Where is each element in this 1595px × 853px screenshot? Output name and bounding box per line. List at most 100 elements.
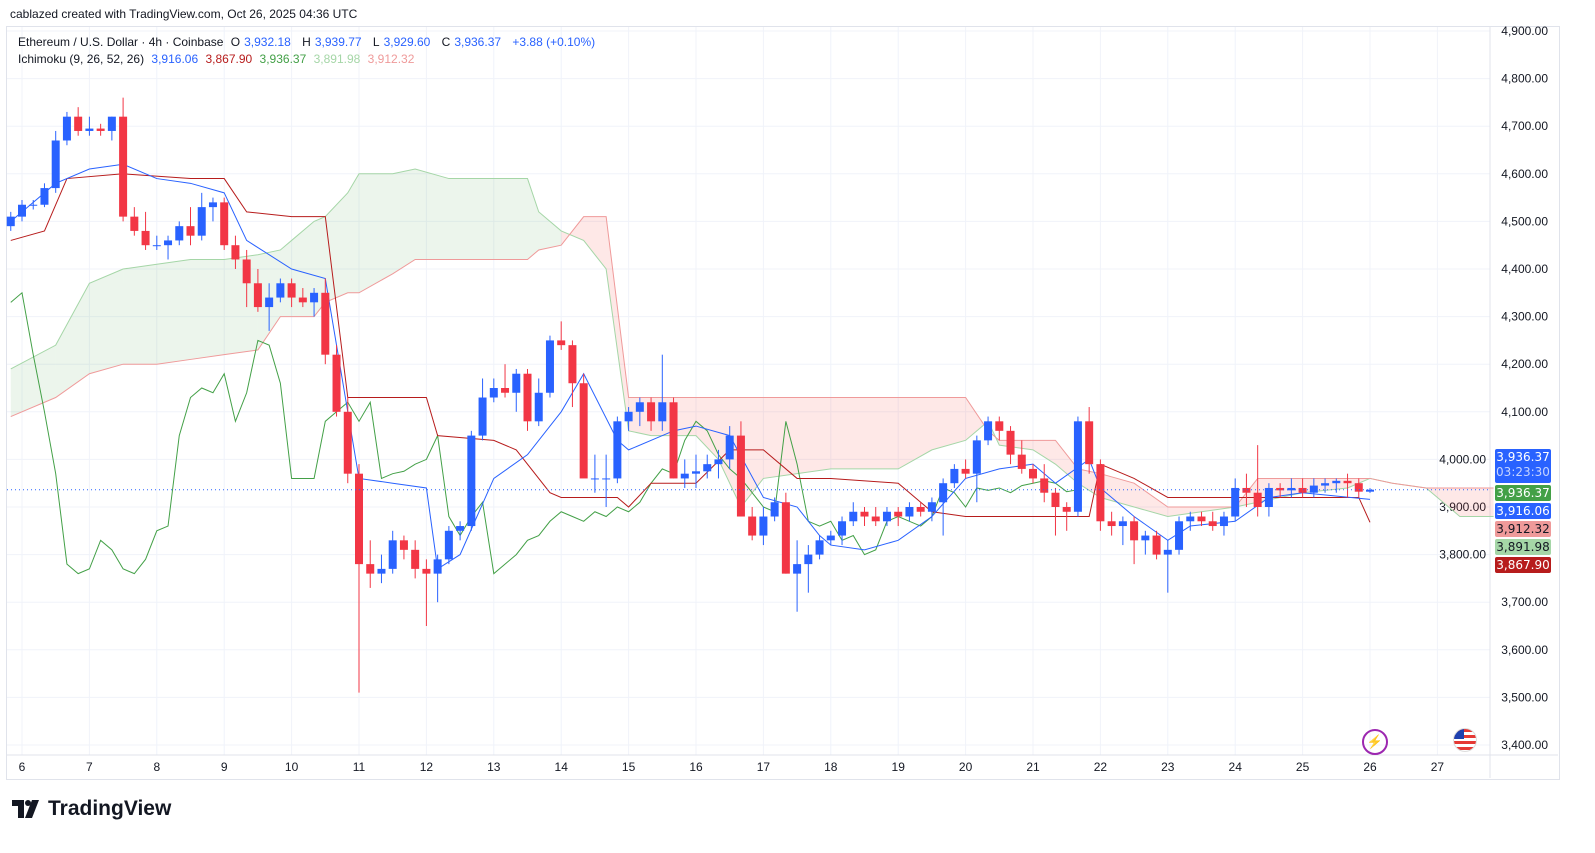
candle [860, 507, 869, 527]
candle-body [6, 216, 15, 227]
cloud-segment [325, 192, 348, 303]
candle [119, 97, 128, 222]
us-flag-icon[interactable] [1453, 728, 1477, 752]
low-value: 3,929.60 [383, 35, 431, 49]
candle [377, 554, 386, 584]
candle-body [343, 411, 352, 474]
last-price-tag: 3,936.37 03:23:30 [1495, 449, 1551, 483]
close-value: 3,936.37 [454, 35, 502, 49]
candle [703, 454, 712, 479]
candle [905, 502, 914, 522]
cloud-segment [291, 221, 315, 317]
candle-body [321, 292, 330, 355]
candle [51, 130, 60, 193]
candle [1332, 478, 1341, 493]
y-tick-label: 4,500.00 [1501, 214, 1548, 228]
cloud-segment [89, 269, 124, 374]
cloud-segment [347, 173, 359, 293]
change-value: +3.88 (+0.10%) [512, 35, 596, 49]
candle [433, 554, 442, 603]
candle-body [399, 540, 408, 550]
candle-body [388, 540, 397, 569]
candle [1366, 488, 1374, 493]
x-tick-label: 6 [19, 760, 26, 774]
candle-body [253, 283, 262, 308]
chikou-line [10, 291, 1079, 575]
candle [1276, 483, 1285, 498]
x-tick-label: 10 [285, 760, 299, 774]
indicator-legend-row: Ichimoku (9, 26, 52, 26) 3,916.06 3,867.… [18, 51, 599, 68]
candle-body [961, 468, 970, 474]
candle-body [141, 230, 150, 246]
candle [1141, 530, 1150, 555]
x-tick-label: 15 [622, 760, 636, 774]
tradingview-logo[interactable]: TradingView [12, 797, 171, 821]
candle-body [748, 516, 757, 536]
candle [130, 207, 139, 236]
candle-body [1130, 521, 1139, 541]
candle-body [1309, 485, 1318, 493]
candle [1321, 478, 1330, 493]
candle [1242, 473, 1251, 507]
candle-body [1298, 487, 1307, 493]
candle-body [489, 388, 498, 398]
candle [1298, 478, 1307, 498]
indicator-name[interactable]: Ichimoku (9, 26, 52, 26) [18, 52, 145, 66]
candle-body [927, 502, 936, 512]
x-tick-label: 27 [1431, 760, 1445, 774]
candle [444, 526, 453, 565]
cloud-segment [740, 397, 764, 507]
candle-body [130, 216, 139, 231]
candle [882, 507, 891, 527]
chart-legend: Ethereum / U.S. Dollar · 4h · Coinbase O… [18, 34, 599, 68]
high-label: H [302, 35, 311, 49]
candle-body [736, 435, 745, 517]
candle [894, 507, 903, 527]
candle-body [242, 259, 251, 284]
candle-body [826, 535, 835, 541]
candle [1197, 511, 1206, 527]
candle-body [602, 478, 611, 480]
candle [231, 235, 240, 269]
candle-body [838, 521, 847, 536]
candle-body [1107, 521, 1116, 527]
bar-countdown: 03:23:30 [1496, 465, 1550, 479]
candle [624, 407, 633, 431]
cloud-segment [606, 216, 629, 431]
chart-frame [6, 26, 1560, 780]
candle-body [310, 292, 319, 303]
candle [332, 345, 341, 417]
cloud-segment [763, 397, 798, 479]
span-b-tag: 3,912.32 [1495, 521, 1551, 537]
candle-body [972, 440, 981, 474]
candle-body [107, 116, 116, 131]
candle [736, 421, 745, 517]
high-value: 3,939.77 [314, 35, 362, 49]
candle [939, 478, 948, 536]
lightning-icon[interactable]: ⚡ [1362, 729, 1388, 755]
candle [590, 454, 599, 493]
candle-body [894, 511, 903, 517]
symbol-name[interactable]: Ethereum / U.S. Dollar · 4h · Coinbase [18, 35, 224, 49]
candle [871, 507, 880, 527]
cloud-segment [797, 397, 831, 474]
candle [1219, 511, 1228, 536]
cloud-segment [931, 397, 966, 450]
candle-body [995, 421, 1004, 431]
candle-body [1006, 430, 1015, 455]
candle-body [624, 411, 633, 422]
candle [343, 397, 352, 484]
y-tick-label: 4,700.00 [1501, 119, 1548, 133]
x-tick-label: 26 [1363, 760, 1377, 774]
candle [613, 416, 622, 484]
y-tick-label: 4,200.00 [1501, 357, 1548, 371]
x-tick-label: 17 [757, 760, 771, 774]
candle-body [119, 116, 128, 217]
candle-body [1152, 535, 1161, 555]
span-a-value: 3,891.98 [313, 52, 361, 66]
candle [557, 321, 566, 350]
tenkan-tag: 3,916.06 [1495, 503, 1551, 519]
candle [1118, 516, 1127, 546]
cloud-segment [965, 397, 989, 441]
